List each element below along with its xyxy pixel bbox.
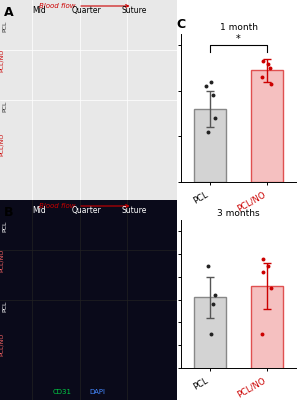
Point (266, 262, 271, 269)
Text: Mid: Mid (32, 206, 46, 215)
Text: B: B (4, 206, 13, 219)
Text: DAPI: DAPI (89, 389, 105, 395)
Bar (194, 109, 226, 182)
Text: Blood flow: Blood flow (39, 3, 128, 9)
Point (213, 115, 217, 122)
Point (267, 65, 272, 71)
Point (266, 60, 271, 67)
Point (204, 83, 208, 90)
Text: CD31: CD31 (52, 389, 71, 395)
Title: 1 month: 1 month (220, 23, 258, 32)
Text: Quarter: Quarter (72, 6, 101, 15)
Bar (194, 298, 226, 400)
Text: PCL/NO: PCL/NO (0, 332, 4, 356)
Text: Blood flow: Blood flow (39, 203, 128, 209)
Bar (252, 286, 283, 400)
Text: Suture: Suture (122, 6, 147, 15)
Text: 3 months
PCL: 3 months PCL (0, 291, 7, 321)
Y-axis label: Endothelial coverage (%): Endothelial coverage (%) (146, 246, 155, 342)
Text: 1 month
PCL: 1 month PCL (0, 13, 7, 39)
Text: *: * (236, 34, 241, 44)
Text: 3 months
PCL: 3 months PCL (0, 91, 7, 121)
Text: PCL/NO: PCL/NO (0, 132, 4, 156)
Point (260, 331, 265, 337)
Text: PCL/NO: PCL/NO (0, 248, 4, 272)
Point (206, 129, 211, 135)
Point (206, 262, 211, 269)
Point (210, 301, 215, 308)
Text: PCL/NO: PCL/NO (0, 48, 4, 72)
Text: A: A (4, 6, 13, 19)
Text: Suture: Suture (122, 206, 147, 215)
Point (269, 81, 274, 87)
Point (209, 331, 214, 337)
Point (261, 256, 266, 262)
Point (209, 79, 214, 85)
Point (213, 292, 217, 298)
Bar (252, 70, 283, 182)
Text: C: C (177, 18, 186, 31)
Point (210, 92, 215, 99)
Point (261, 269, 266, 276)
Title: 3 months: 3 months (217, 209, 260, 218)
Text: 1 month
PCL: 1 month PCL (0, 213, 7, 239)
Point (261, 58, 266, 64)
Point (269, 285, 274, 292)
Y-axis label: Endothelial coverage (%): Endothelial coverage (%) (151, 60, 160, 156)
Text: Quarter: Quarter (72, 206, 101, 215)
Point (260, 74, 265, 80)
Text: Mid: Mid (32, 6, 46, 15)
